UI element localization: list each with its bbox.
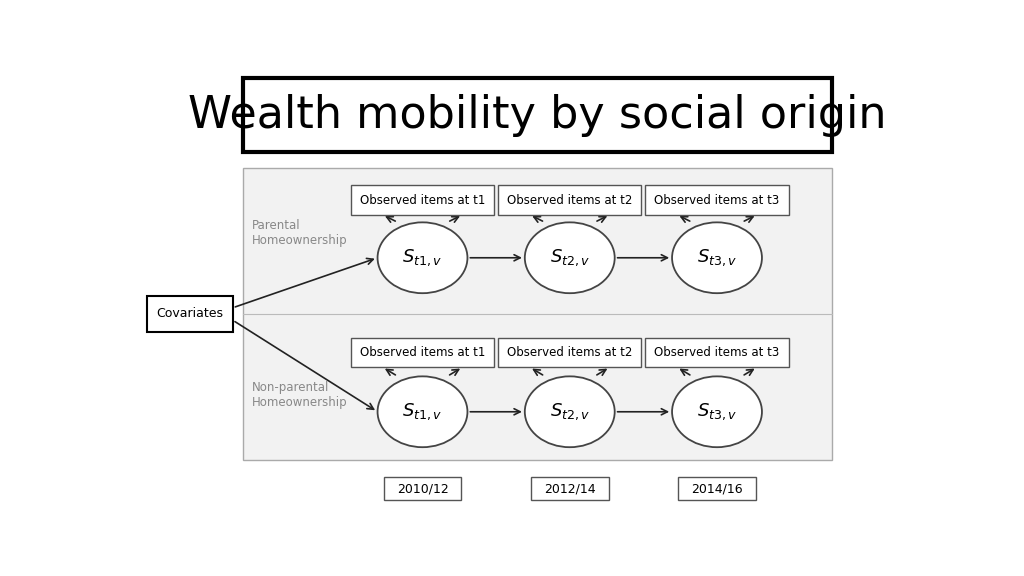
Text: Observed items at t3: Observed items at t3 — [654, 194, 779, 207]
Text: Observed items at t1: Observed items at t1 — [359, 194, 485, 207]
Ellipse shape — [524, 376, 614, 447]
FancyBboxPatch shape — [351, 338, 495, 367]
FancyBboxPatch shape — [384, 478, 461, 501]
Text: Non-parental
Homeownership: Non-parental Homeownership — [252, 381, 347, 409]
Text: Observed items at t2: Observed items at t2 — [507, 346, 633, 359]
FancyBboxPatch shape — [645, 338, 788, 367]
Ellipse shape — [672, 376, 762, 447]
Text: $S_{t3,v}$: $S_{t3,v}$ — [696, 248, 737, 268]
Text: $S_{t2,v}$: $S_{t2,v}$ — [550, 401, 590, 422]
Text: $S_{t1,v}$: $S_{t1,v}$ — [402, 401, 442, 422]
Text: Parental
Homeownership: Parental Homeownership — [252, 219, 347, 247]
Text: Observed items at t3: Observed items at t3 — [654, 346, 779, 359]
Text: 2014/16: 2014/16 — [691, 482, 742, 495]
Text: Wealth mobility by social origin: Wealth mobility by social origin — [188, 94, 887, 137]
Text: $S_{t1,v}$: $S_{t1,v}$ — [402, 248, 442, 268]
Text: Observed items at t2: Observed items at t2 — [507, 194, 633, 207]
Ellipse shape — [524, 222, 614, 293]
Ellipse shape — [672, 222, 762, 293]
Text: $S_{t2,v}$: $S_{t2,v}$ — [550, 248, 590, 268]
FancyBboxPatch shape — [147, 295, 232, 332]
FancyBboxPatch shape — [678, 478, 756, 501]
Text: 2012/14: 2012/14 — [544, 482, 596, 495]
FancyBboxPatch shape — [498, 338, 641, 367]
FancyBboxPatch shape — [243, 78, 831, 152]
FancyBboxPatch shape — [645, 185, 788, 215]
FancyBboxPatch shape — [351, 185, 495, 215]
FancyBboxPatch shape — [531, 478, 608, 501]
Text: 2010/12: 2010/12 — [396, 482, 449, 495]
FancyBboxPatch shape — [243, 168, 831, 460]
Ellipse shape — [378, 376, 467, 447]
Text: Covariates: Covariates — [157, 308, 223, 320]
Ellipse shape — [378, 222, 467, 293]
FancyBboxPatch shape — [498, 185, 641, 215]
Text: Observed items at t1: Observed items at t1 — [359, 346, 485, 359]
Text: $S_{t3,v}$: $S_{t3,v}$ — [696, 401, 737, 422]
